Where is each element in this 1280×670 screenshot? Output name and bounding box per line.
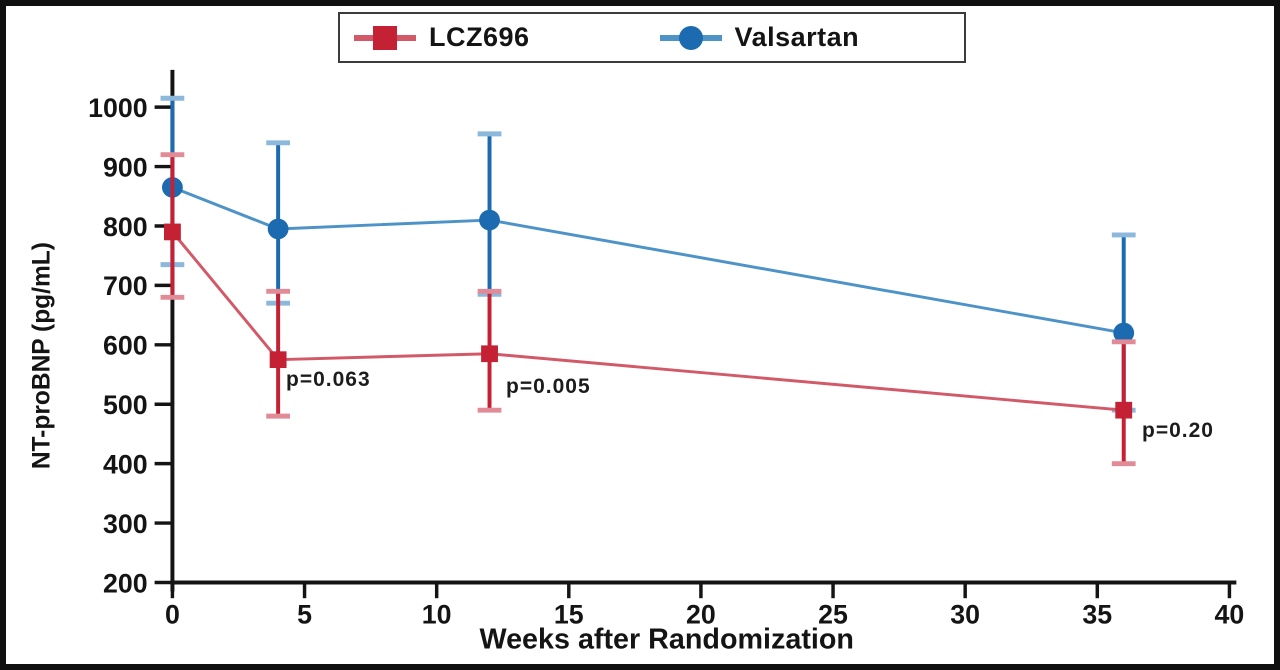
legend-marker-sample xyxy=(373,25,397,50)
p-value-label: p=0.005 xyxy=(506,375,591,398)
LCZ696-line xyxy=(171,230,1124,412)
legend-item-lcz696: LCZ696 xyxy=(354,22,530,53)
LCZ696-marker xyxy=(481,345,498,363)
p-value-label: p=0.063 xyxy=(286,368,371,391)
valsartan-circle-icon xyxy=(659,25,722,51)
plot-area: 200 300 400 500 600 700 800 900 1000 0 5 10 15 20 25 30… xyxy=(28,69,1245,655)
y-tick-label: 800 xyxy=(103,212,148,242)
legend: LCZ696 Valsartan xyxy=(338,12,966,63)
x-tick-label: 10 xyxy=(422,600,452,630)
legend-label: LCZ696 xyxy=(429,22,530,52)
p-value-label: p=0.20 xyxy=(1142,419,1214,442)
Valsartan-marker xyxy=(267,218,289,240)
x-tick-label: 0 xyxy=(165,600,180,630)
legend-item-valsartan: Valsartan xyxy=(659,22,860,53)
y-tick-label: 700 xyxy=(103,271,148,301)
Valsartan-marker xyxy=(479,209,500,231)
x-tick-label: 35 xyxy=(1082,600,1112,630)
y-tick-label: 900 xyxy=(103,152,148,182)
x-tick-label: 5 xyxy=(297,600,312,630)
legend-label: Valsartan xyxy=(734,22,860,52)
y-tick-label: 400 xyxy=(103,450,148,480)
legend-marker-sample xyxy=(678,25,703,50)
LCZ696-marker xyxy=(269,351,287,369)
x-tick-label: 15 xyxy=(554,600,584,630)
Valsartan-marker xyxy=(1113,322,1135,344)
lcz696-square-icon xyxy=(354,25,416,51)
x-tick-label: 40 xyxy=(1215,600,1245,630)
LCZ696-marker xyxy=(1115,401,1133,419)
y-tick-label: 1000 xyxy=(88,93,147,123)
x-tick-label: 25 xyxy=(818,600,848,630)
x-tick-label: 30 xyxy=(950,600,980,630)
x-axis-title: Weeks after Randomization xyxy=(480,623,854,655)
Valsartan-line xyxy=(171,185,1124,335)
y-tick-label: 600 xyxy=(103,331,148,361)
y-tick-label: 200 xyxy=(103,568,148,598)
y-tick-label: 500 xyxy=(103,390,148,420)
y-tick-label: 300 xyxy=(103,509,148,539)
x-tick-label: 20 xyxy=(686,600,716,630)
LCZ696-marker xyxy=(164,223,181,241)
y-axis-title: NT-proBNP (pg/mL) xyxy=(28,242,55,469)
